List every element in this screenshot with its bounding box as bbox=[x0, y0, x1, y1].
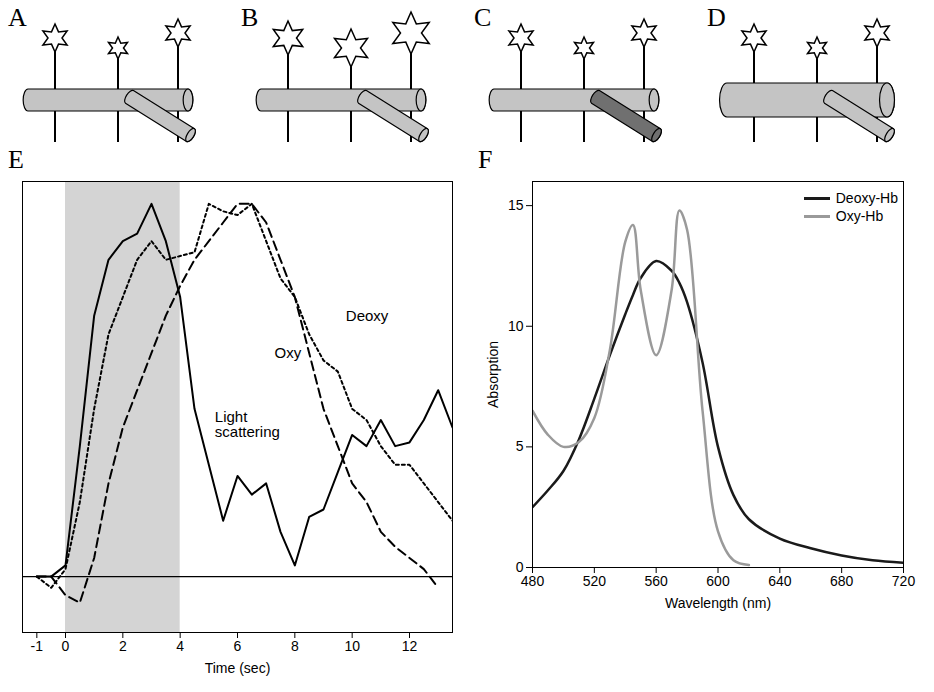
svg-text:15: 15 bbox=[508, 197, 524, 213]
html-text:E: E bbox=[8, 145, 24, 174]
svg-text:12: 12 bbox=[402, 638, 418, 654]
svg-text:520: 520 bbox=[583, 573, 607, 589]
svg-text:5: 5 bbox=[516, 438, 524, 454]
html-text:F: F bbox=[478, 145, 493, 174]
svg-text:680: 680 bbox=[830, 573, 854, 589]
svg-text:480: 480 bbox=[521, 573, 545, 589]
svg-text:6: 6 bbox=[234, 638, 242, 654]
html-text:Deoxy-Hb: Deoxy-Hb bbox=[835, 190, 898, 206]
svg-text:0: 0 bbox=[62, 638, 70, 654]
html-text:Oxy-Hb: Oxy-Hb bbox=[835, 208, 884, 224]
svg-text:A: A bbox=[8, 3, 27, 32]
svg-text:560: 560 bbox=[644, 573, 668, 589]
svg-text:Time (sec): Time (sec) bbox=[205, 660, 271, 676]
svg-text:0: 0 bbox=[515, 559, 524, 575]
svg-text:Deoxy: Deoxy bbox=[346, 307, 389, 324]
svg-text:Absorption: Absorption bbox=[485, 341, 501, 408]
svg-text:-1: -1 bbox=[31, 638, 44, 654]
svg-text:C: C bbox=[474, 3, 491, 32]
svg-text:10: 10 bbox=[344, 638, 360, 654]
svg-text:10: 10 bbox=[508, 318, 524, 334]
svg-text:D: D bbox=[707, 3, 726, 32]
svg-text:720: 720 bbox=[892, 573, 916, 589]
svg-text:Wavelength (nm): Wavelength (nm) bbox=[665, 595, 771, 611]
svg-text:Oxy: Oxy bbox=[274, 344, 301, 361]
svg-text:B: B bbox=[241, 3, 258, 32]
svg-text:600: 600 bbox=[706, 573, 730, 589]
svg-text:8: 8 bbox=[291, 638, 299, 654]
svg-text:Lightscattering: Lightscattering bbox=[215, 408, 280, 440]
svg-text:4: 4 bbox=[176, 638, 184, 654]
svg-text:640: 640 bbox=[768, 573, 792, 589]
svg-text:2: 2 bbox=[119, 638, 127, 654]
